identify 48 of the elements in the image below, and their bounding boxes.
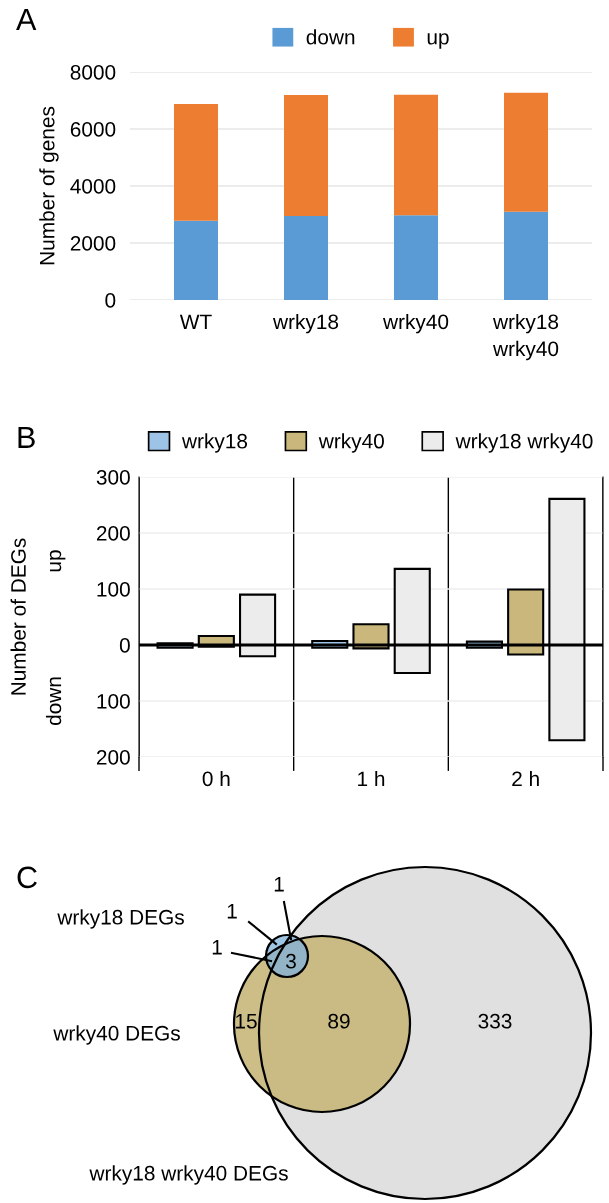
text: C xyxy=(17,866,37,889)
bar xyxy=(174,103,218,221)
bar xyxy=(174,220,218,300)
x-tick-label: wrky40 xyxy=(382,313,449,334)
y-tick-label: 6000 xyxy=(70,122,116,137)
legend-label: wrky18 xyxy=(181,433,248,453)
x-tick-label: wrky18 wrky40 xyxy=(492,313,559,361)
legend-label: up xyxy=(427,33,449,49)
x-tick-label: 2 h xyxy=(512,770,539,786)
data-label: 1 xyxy=(212,940,222,955)
chart-title: B xyxy=(18,426,35,448)
y-tick-label: 200 xyxy=(96,526,130,541)
legend-label: down xyxy=(306,29,355,45)
y-tick-label: 2000 xyxy=(70,236,116,251)
y-tick-label: 200 xyxy=(96,750,130,765)
legend-label: wrky40 xyxy=(318,433,384,453)
chart-title: A xyxy=(16,8,37,30)
y-axis-title: Number of DEGs xyxy=(10,538,26,695)
y-tick-label: 0 xyxy=(105,293,116,308)
data-label: 15 xyxy=(236,1014,257,1029)
bar xyxy=(394,94,438,216)
y-tick-label: 100 xyxy=(97,694,130,709)
bar xyxy=(284,95,328,216)
y-tick-label: 100 xyxy=(97,582,130,597)
bar xyxy=(394,215,438,300)
x-tick-label: 0 h xyxy=(202,770,230,787)
text: wrky18 DEGs xyxy=(57,909,184,929)
y-axis-title: Number of genes xyxy=(39,106,59,265)
data-label: 3 xyxy=(286,953,296,969)
y-tick-label: 0 xyxy=(119,638,130,653)
text: wrky18 wrky40 DEGs xyxy=(89,1165,288,1185)
x-tick-label: 1 h xyxy=(358,770,385,786)
legend-label: wrky18 wrky40 xyxy=(455,433,593,453)
text: up xyxy=(49,550,66,572)
x-tick-label: WT xyxy=(179,314,212,329)
x-tick-label: wrky18 xyxy=(272,313,339,334)
bar xyxy=(284,215,328,300)
text: wrky40 DEGs xyxy=(53,1025,180,1045)
data-label: 333 xyxy=(478,1013,512,1029)
y-tick-label: 8000 xyxy=(70,65,116,80)
y-tick-label: 4000 xyxy=(70,179,116,194)
data-label: 1 xyxy=(227,904,237,919)
text: down xyxy=(45,677,62,726)
data-label: 89 xyxy=(328,1013,350,1029)
bar xyxy=(504,211,548,300)
data-label: 1 xyxy=(274,877,284,892)
bar xyxy=(504,92,548,212)
y-tick-label: 300 xyxy=(96,470,130,485)
